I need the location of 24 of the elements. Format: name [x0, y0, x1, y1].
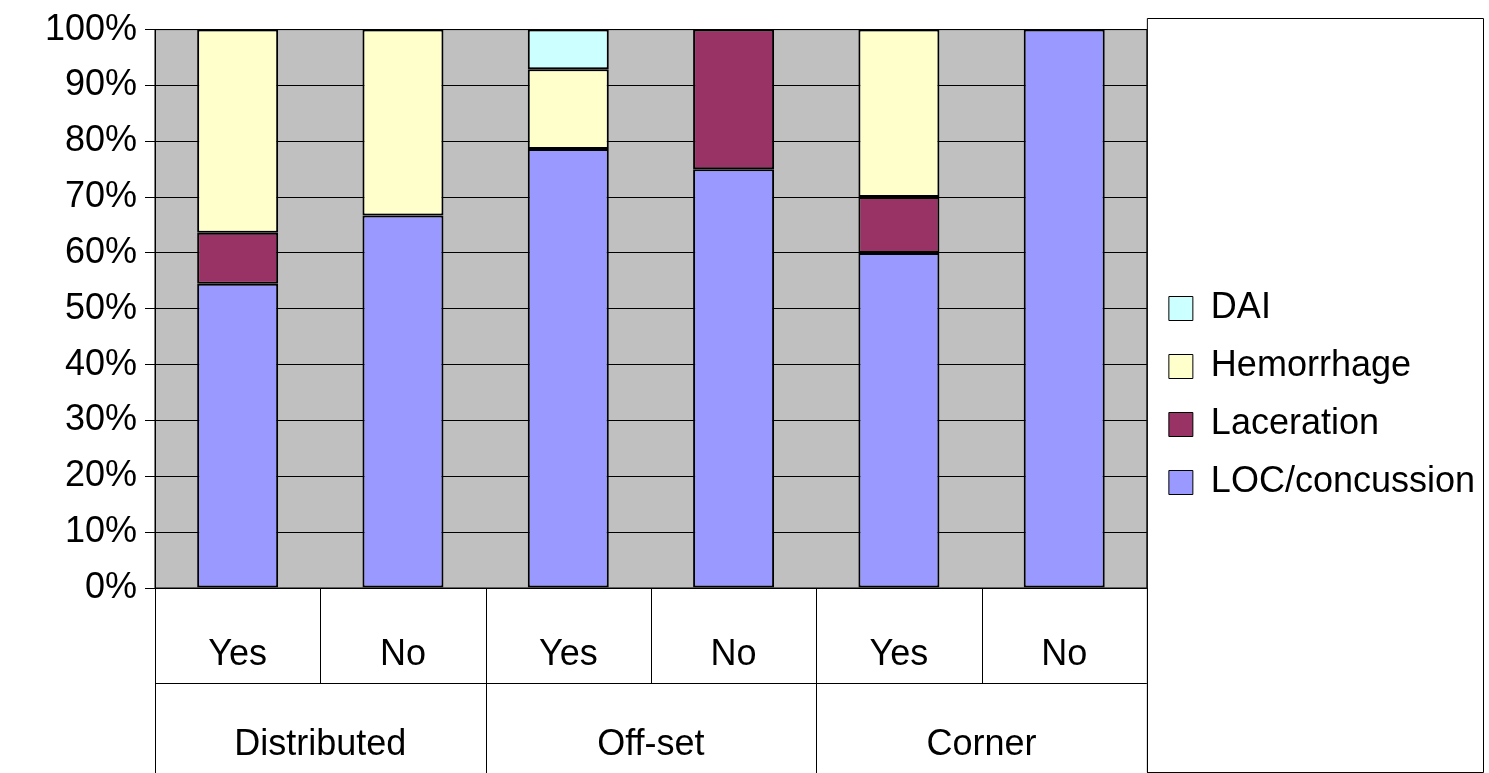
y-tick-label: 10%: [64, 509, 137, 551]
legend-label: Laceration: [1210, 401, 1379, 443]
y-tick-label: 0%: [84, 564, 137, 606]
y-tick-label: 40%: [64, 341, 137, 383]
y-tick-label: 80%: [64, 118, 137, 160]
y-tick-label: 90%: [64, 62, 137, 104]
y-tick-label: 60%: [64, 229, 137, 271]
x-tick-label: Yes: [208, 631, 268, 673]
x-tick-label: Yes: [869, 631, 929, 673]
x-tick-label: No: [710, 631, 757, 673]
legend-label: LOC/concussion: [1210, 459, 1476, 501]
x-tick-label: No: [1041, 631, 1088, 673]
x-tick-label: Yes: [538, 631, 598, 673]
text: Off-set: [597, 721, 705, 763]
x-tick-label: No: [379, 631, 426, 673]
y-tick-label: 50%: [64, 285, 137, 327]
text: Distributed: [234, 721, 407, 763]
text: Corner: [926, 721, 1037, 763]
y-tick-label: 70%: [64, 174, 137, 216]
y-tick-label: 100%: [44, 6, 137, 48]
y-tick-label: 20%: [64, 453, 137, 495]
y-tick-label: 30%: [64, 397, 137, 439]
legend-label: Hemorrhage: [1210, 343, 1411, 385]
legend-label: DAI: [1210, 285, 1271, 327]
